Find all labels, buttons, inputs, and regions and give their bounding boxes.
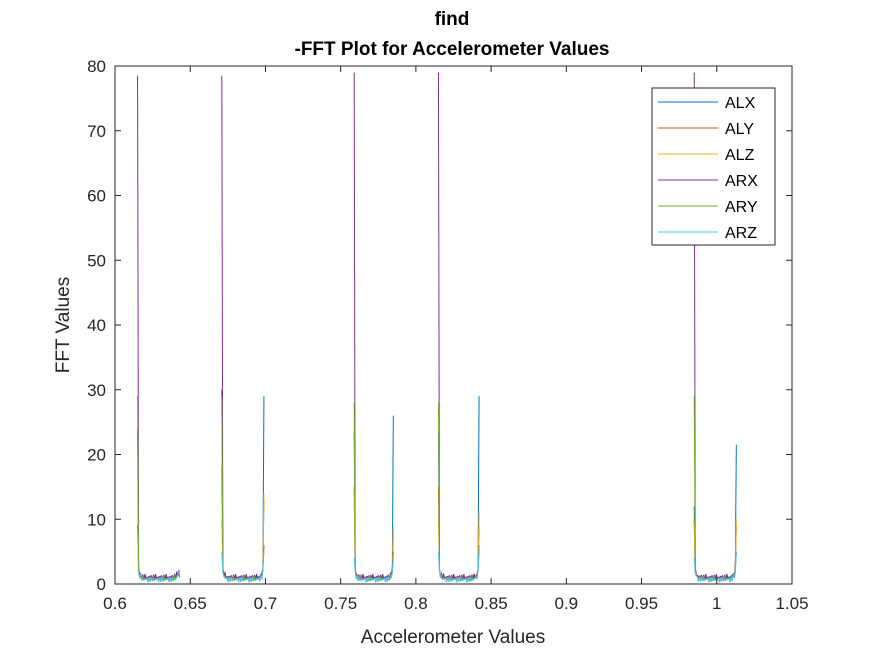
- y-tick-label: 80: [87, 57, 106, 76]
- legend-label-arz: ARZ: [725, 225, 757, 242]
- y-tick-label: 10: [87, 510, 106, 529]
- x-tick-label: 0.7: [254, 594, 278, 613]
- legend: ALX ALY ALZ ARX ARY ARZ: [651, 87, 776, 246]
- y-tick-label: 60: [87, 187, 106, 206]
- legend-box: [651, 87, 776, 246]
- x-tick-label: 0.85: [475, 594, 508, 613]
- x-tick-label: 0.65: [174, 594, 207, 613]
- legend-label-ary: ARY: [725, 199, 758, 216]
- x-tick-label: 0.95: [625, 594, 658, 613]
- y-tick-label: 70: [87, 122, 106, 141]
- x-tick-label: 1.05: [775, 594, 808, 613]
- x-tick-label: 0.8: [404, 594, 428, 613]
- series-line-arz: [221, 551, 265, 583]
- legend-label-alx: ALX: [725, 95, 756, 112]
- series-line-arz: [693, 551, 737, 583]
- series-line-arx: [437, 72, 480, 580]
- y-tick-label: 30: [87, 381, 106, 400]
- chart-title-line-1: find: [435, 9, 470, 30]
- series-layer: [137, 72, 737, 583]
- series-line-arz: [437, 551, 480, 583]
- chart-title-line-2: -FFT Plot for Accelerometer Values: [295, 39, 610, 60]
- series-line-arz: [137, 570, 180, 583]
- legend-label-aly: ALY: [725, 121, 754, 138]
- y-tick-label: 20: [87, 446, 106, 465]
- x-tick-label: 0.9: [555, 594, 579, 613]
- y-tick-label: 40: [87, 316, 106, 335]
- x-tick-label: 0.6: [103, 594, 127, 613]
- x-tick-label: 0.75: [324, 594, 357, 613]
- x-tick-label: 1: [712, 594, 721, 613]
- x-axis-label: Accelerometer Values: [361, 627, 545, 648]
- legend-label-arx: ARX: [725, 173, 758, 190]
- y-tick-label: 0: [97, 575, 106, 594]
- y-axis-ticks: 0 10 20 30 40 50 60 70 80: [87, 57, 792, 594]
- y-axis-label: FFT Values: [53, 277, 74, 373]
- legend-label-alz: ALZ: [725, 147, 755, 164]
- series-line-arz: [353, 558, 394, 583]
- y-tick-label: 50: [87, 251, 106, 270]
- x-axis-ticks: 0.6 0.65 0.7 0.75 0.8 0.85 0.9 0.95 1 1.05: [103, 66, 809, 613]
